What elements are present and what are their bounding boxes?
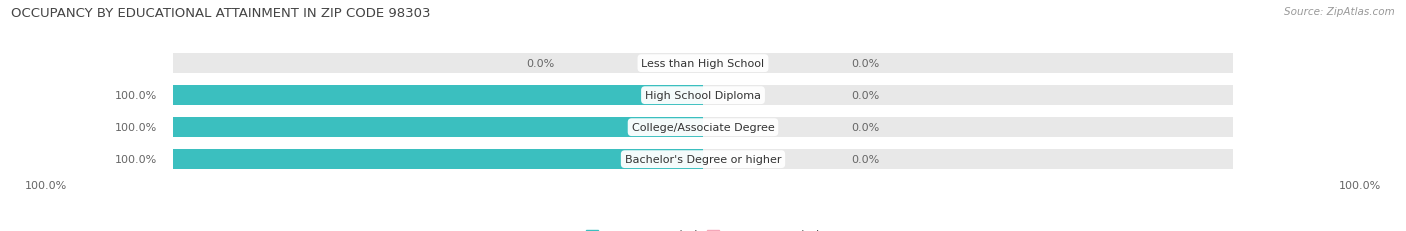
Text: OCCUPANCY BY EDUCATIONAL ATTAINMENT IN ZIP CODE 98303: OCCUPANCY BY EDUCATIONAL ATTAINMENT IN Z… <box>11 7 430 20</box>
Bar <box>173 54 1233 74</box>
Text: Bachelor's Degree or higher: Bachelor's Degree or higher <box>624 155 782 164</box>
Bar <box>173 118 1233 137</box>
Bar <box>173 118 703 137</box>
Text: 0.0%: 0.0% <box>852 123 880 133</box>
Text: 0.0%: 0.0% <box>852 59 880 69</box>
Bar <box>173 150 1233 169</box>
Text: 0.0%: 0.0% <box>852 155 880 164</box>
Bar <box>173 86 703 106</box>
Text: 0.0%: 0.0% <box>852 91 880 101</box>
Text: 100.0%: 100.0% <box>115 155 157 164</box>
Text: 100.0%: 100.0% <box>1339 180 1381 190</box>
Text: College/Associate Degree: College/Associate Degree <box>631 123 775 133</box>
Bar <box>173 150 703 169</box>
Legend: Owner-occupied, Renter-occupied: Owner-occupied, Renter-occupied <box>581 224 825 231</box>
Text: 0.0%: 0.0% <box>526 59 554 69</box>
Bar <box>173 86 1233 106</box>
Text: 100.0%: 100.0% <box>115 91 157 101</box>
Text: 100.0%: 100.0% <box>115 123 157 133</box>
Text: 100.0%: 100.0% <box>25 180 67 190</box>
Text: High School Diploma: High School Diploma <box>645 91 761 101</box>
Text: Source: ZipAtlas.com: Source: ZipAtlas.com <box>1284 7 1395 17</box>
Text: Less than High School: Less than High School <box>641 59 765 69</box>
